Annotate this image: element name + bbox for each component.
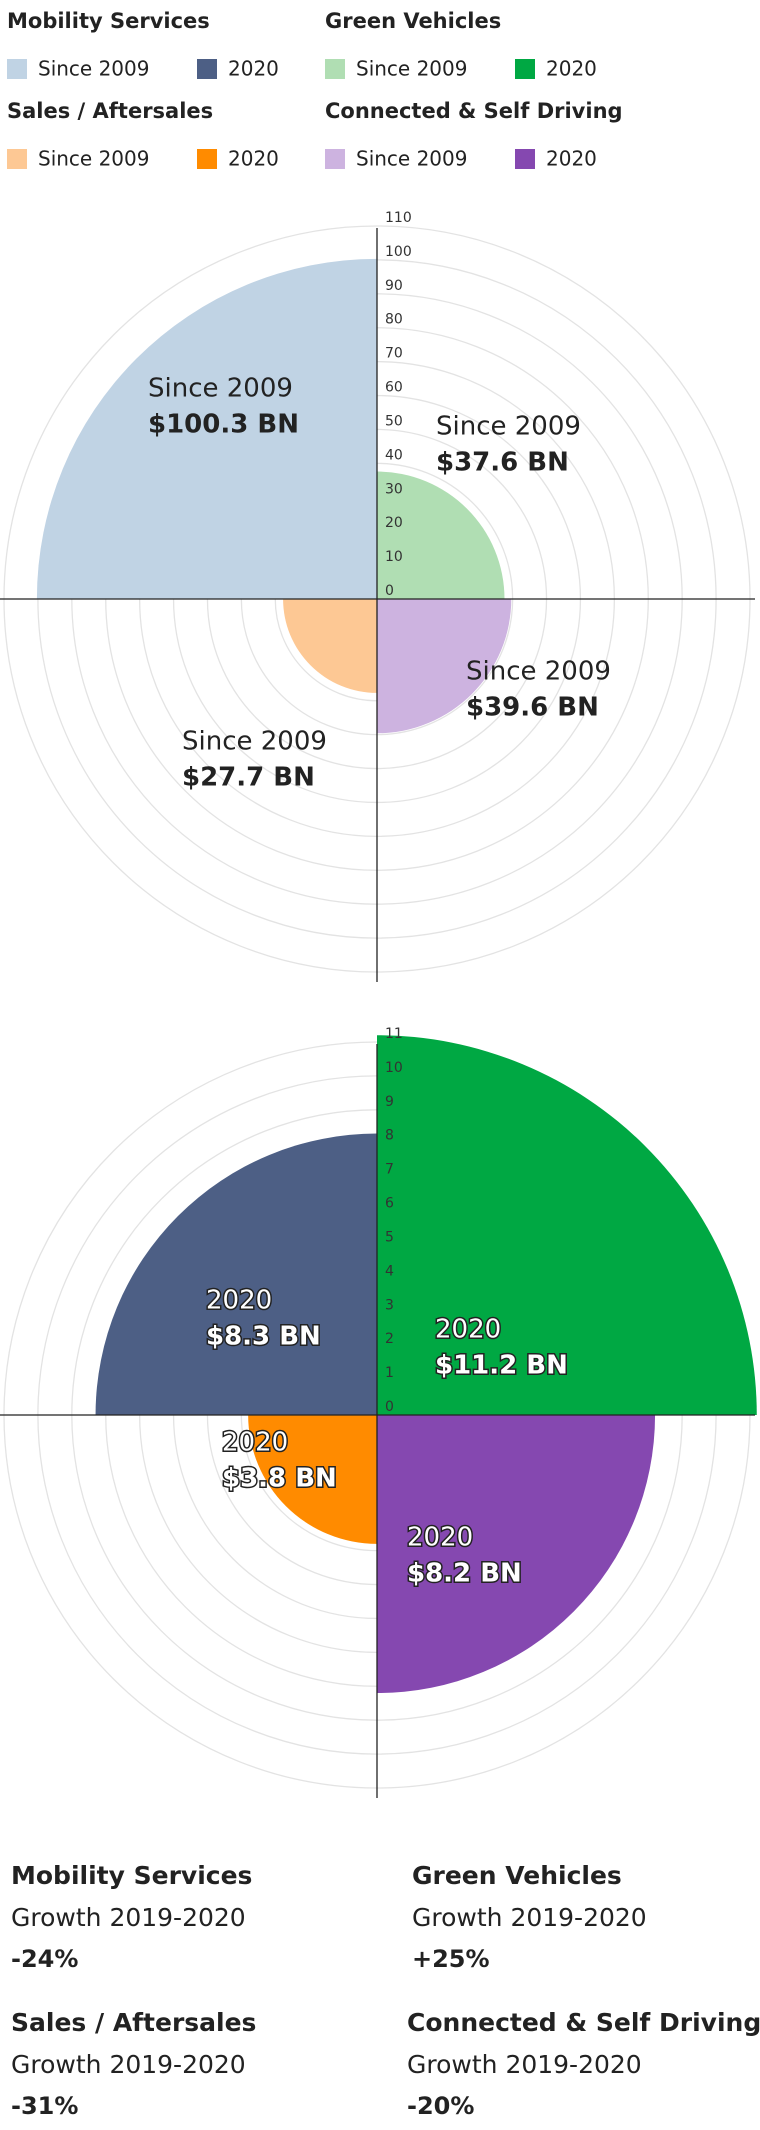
value-label: $39.6 BN: [466, 693, 599, 723]
legend-swatch: [515, 59, 535, 79]
value-label: $8.2 BN: [407, 1559, 522, 1589]
tick-label: 0: [385, 583, 394, 599]
tick-label: 10: [385, 1060, 403, 1076]
wedge: [377, 1035, 757, 1415]
tick-label: 90: [385, 278, 403, 294]
legend-title: Sales / Aftersales: [7, 99, 213, 123]
tick-label: 3: [385, 1297, 394, 1313]
tick-label: 70: [385, 346, 403, 362]
tick-label: 50: [385, 413, 403, 429]
growth-title: Connected & Self Driving: [407, 2008, 760, 2037]
tick-label: 0: [385, 1399, 394, 1415]
legend-label: 2020: [546, 57, 597, 81]
tick-label: 100: [385, 244, 412, 260]
growth-value: +25%: [412, 1945, 490, 1973]
tick-label: 110: [385, 210, 412, 226]
value-label: $27.7 BN: [182, 763, 315, 793]
tick-label: 20: [385, 515, 403, 531]
value-label: $3.8 BN: [222, 1464, 337, 1494]
tick-label: 9: [385, 1094, 394, 1110]
tick-label: 8: [385, 1128, 394, 1144]
growth-value: -20%: [407, 2092, 474, 2120]
growth-title: Sales / Aftersales: [11, 2008, 256, 2037]
growth-title: Mobility Services: [11, 1861, 252, 1890]
legend-label: 2020: [546, 147, 597, 171]
value-label: $100.3 BN: [148, 410, 299, 440]
value-label: $37.6 BN: [436, 448, 569, 478]
growth-title: Green Vehicles: [412, 1861, 622, 1890]
wedge: [283, 599, 377, 693]
legend-title: Connected & Self Driving: [325, 99, 623, 123]
growth-label: Growth 2019-2020: [407, 2050, 642, 2079]
legend-label: 2020: [228, 147, 279, 171]
legend-swatch: [325, 149, 345, 169]
growth-label: Growth 2019-2020: [11, 2050, 246, 2079]
wedge: [377, 471, 505, 599]
growth-label: Growth 2019-2020: [11, 1903, 246, 1932]
growth-label: Growth 2019-2020: [412, 1903, 647, 1932]
value-label: $8.3 BN: [206, 1322, 321, 1352]
legend-swatch: [197, 59, 217, 79]
value-caption: Since 2009: [466, 657, 611, 687]
tick-label: 2: [385, 1331, 394, 1347]
legend-swatch: [7, 149, 27, 169]
wedge: [36, 258, 378, 599]
value-caption: 2020: [407, 1523, 473, 1553]
tick-label: 60: [385, 380, 403, 396]
legend-swatch: [515, 149, 535, 169]
wedge: [377, 1415, 656, 1694]
tick-label: 6: [385, 1196, 394, 1212]
value-caption: Since 2009: [182, 727, 327, 757]
value-label: $11.2 BN: [435, 1351, 568, 1381]
tick-label: 1: [385, 1365, 394, 1381]
legend-swatch: [7, 59, 27, 79]
legend-title: Green Vehicles: [325, 9, 501, 33]
wedge: [377, 599, 512, 734]
legend-label: Since 2009: [38, 57, 149, 81]
tick-label: 80: [385, 312, 403, 328]
legend-label: 2020: [228, 57, 279, 81]
tick-label: 40: [385, 447, 403, 463]
value-caption: Since 2009: [436, 412, 581, 442]
tick-label: 7: [385, 1162, 394, 1178]
legend-swatch: [197, 149, 217, 169]
wedge: [248, 1415, 377, 1544]
tick-label: 10: [385, 549, 403, 565]
value-caption: Since 2009: [148, 374, 293, 404]
growth-value: -24%: [11, 1945, 78, 1973]
legend-label: Since 2009: [356, 57, 467, 81]
value-caption: 2020: [206, 1286, 272, 1316]
legend-label: Since 2009: [356, 147, 467, 171]
value-caption: 2020: [435, 1315, 501, 1345]
growth-value: -31%: [11, 2092, 78, 2120]
legend-swatch: [325, 59, 345, 79]
tick-label: 11: [385, 1026, 403, 1042]
wedge: [95, 1133, 378, 1415]
tick-label: 4: [385, 1263, 394, 1279]
legend-title: Mobility Services: [7, 9, 210, 33]
legend-label: Since 2009: [38, 147, 149, 171]
tick-label: 5: [385, 1229, 394, 1245]
value-caption: 2020: [222, 1428, 288, 1458]
tick-label: 30: [385, 481, 403, 497]
